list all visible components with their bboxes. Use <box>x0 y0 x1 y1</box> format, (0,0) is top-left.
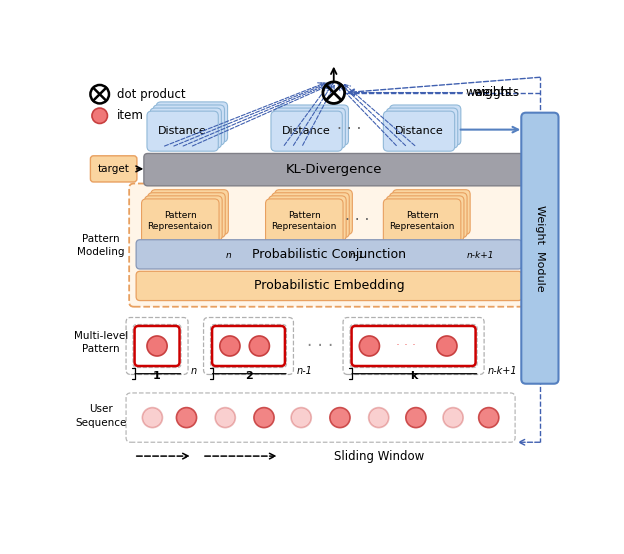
Text: n-1: n-1 <box>296 366 313 376</box>
Text: KL-Divergence: KL-Divergence <box>286 163 382 176</box>
Circle shape <box>291 408 311 428</box>
Text: Distance: Distance <box>158 126 207 136</box>
FancyBboxPatch shape <box>142 199 219 244</box>
FancyBboxPatch shape <box>392 189 470 234</box>
FancyBboxPatch shape <box>389 105 461 145</box>
Text: 1: 1 <box>153 371 161 381</box>
Text: Probabilistic Conjunction: Probabilistic Conjunction <box>252 248 406 261</box>
FancyBboxPatch shape <box>129 183 524 307</box>
Text: · · ·: · · · <box>337 122 361 137</box>
Circle shape <box>220 336 240 356</box>
Circle shape <box>142 408 162 428</box>
Text: n-1: n-1 <box>349 252 364 260</box>
Text: Distance: Distance <box>282 126 331 136</box>
Text: n-k+1: n-k+1 <box>467 252 495 260</box>
Text: weights: weights <box>473 86 519 99</box>
Text: · · ·: · · · <box>396 340 416 352</box>
Text: Weight  Module: Weight Module <box>535 205 545 291</box>
FancyBboxPatch shape <box>386 108 458 148</box>
FancyBboxPatch shape <box>266 199 343 244</box>
FancyBboxPatch shape <box>383 111 455 151</box>
FancyBboxPatch shape <box>274 108 345 148</box>
Text: Multi-level
Pattern: Multi-level Pattern <box>74 331 129 354</box>
Circle shape <box>147 336 167 356</box>
Text: · · ·: · · · <box>345 213 369 228</box>
FancyBboxPatch shape <box>275 189 353 234</box>
FancyBboxPatch shape <box>269 196 346 240</box>
Circle shape <box>330 408 350 428</box>
FancyBboxPatch shape <box>521 112 558 384</box>
FancyBboxPatch shape <box>383 199 461 244</box>
FancyBboxPatch shape <box>271 193 349 238</box>
Text: Sliding Window: Sliding Window <box>334 450 424 463</box>
FancyBboxPatch shape <box>153 105 225 145</box>
Circle shape <box>369 408 389 428</box>
Text: 2: 2 <box>245 371 252 381</box>
Circle shape <box>249 336 270 356</box>
Circle shape <box>406 408 426 428</box>
Circle shape <box>215 408 235 428</box>
Text: Pattern
Representaion: Pattern Representaion <box>148 211 213 232</box>
Text: Pattern
Modeling: Pattern Modeling <box>77 234 125 257</box>
Text: n: n <box>225 252 231 260</box>
FancyBboxPatch shape <box>144 153 524 186</box>
FancyBboxPatch shape <box>136 240 522 269</box>
Text: item: item <box>117 109 144 122</box>
Circle shape <box>359 336 379 356</box>
FancyBboxPatch shape <box>136 271 522 301</box>
FancyBboxPatch shape <box>386 196 464 240</box>
Text: weights: weights <box>466 86 512 99</box>
FancyBboxPatch shape <box>147 111 218 151</box>
Text: Probabilistic Embedding: Probabilistic Embedding <box>254 279 404 293</box>
Text: Pattern
Representaion: Pattern Representaion <box>389 211 455 232</box>
Text: n: n <box>191 366 197 376</box>
FancyBboxPatch shape <box>148 193 225 238</box>
Text: · · ·: · · · <box>306 337 333 355</box>
FancyBboxPatch shape <box>389 193 467 238</box>
Circle shape <box>254 408 274 428</box>
Circle shape <box>479 408 499 428</box>
Text: Pattern
Representaion: Pattern Representaion <box>271 211 337 232</box>
FancyBboxPatch shape <box>151 189 228 234</box>
FancyBboxPatch shape <box>150 108 222 148</box>
FancyBboxPatch shape <box>277 105 348 145</box>
Text: dot product: dot product <box>117 88 185 101</box>
Circle shape <box>443 408 463 428</box>
FancyBboxPatch shape <box>90 156 137 182</box>
FancyBboxPatch shape <box>145 196 222 240</box>
Circle shape <box>177 408 197 428</box>
Circle shape <box>92 108 107 124</box>
Text: User
Sequence: User Sequence <box>76 404 127 428</box>
FancyBboxPatch shape <box>156 102 228 142</box>
Circle shape <box>437 336 457 356</box>
FancyBboxPatch shape <box>271 111 343 151</box>
Text: k: k <box>410 371 417 381</box>
Text: target: target <box>98 164 130 174</box>
Text: Distance: Distance <box>394 126 444 136</box>
Text: n-k+1: n-k+1 <box>487 366 517 376</box>
